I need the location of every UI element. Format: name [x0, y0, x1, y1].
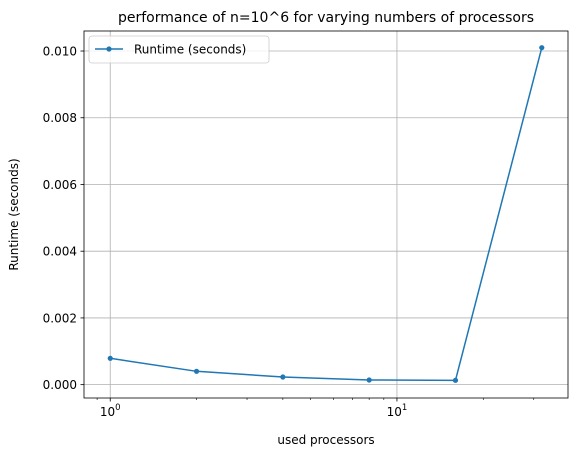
y-tick-label: 0.000 — [43, 378, 77, 392]
legend: Runtime (seconds) — [88, 35, 270, 64]
x-axis-label: used processors — [277, 433, 374, 447]
series-line — [110, 47, 543, 382]
data-point — [193, 368, 200, 374]
data-point — [107, 355, 113, 361]
legend-entry-label: Runtime (seconds) — [134, 43, 246, 57]
chart-title: performance of n=10^6 for varying number… — [118, 10, 534, 26]
y-tick-label: 0.008 — [43, 111, 77, 125]
x-tick-label-exponent: 0 — [115, 403, 120, 413]
y-tick-label: 0.006 — [43, 178, 77, 192]
x-tick-label-base: 10 — [387, 405, 402, 419]
legend-box — [88, 35, 270, 64]
x-tick-label-base: 10 — [100, 405, 115, 419]
data-point — [539, 45, 545, 51]
y-tick-label: 0.002 — [43, 311, 77, 325]
y-axis-label: Runtime (seconds) — [7, 158, 21, 270]
legend-marker-swatch — [106, 46, 112, 52]
y-tick-label: 0.004 — [43, 245, 77, 259]
x-tick-label: 101 — [387, 403, 408, 419]
data-point — [280, 374, 286, 380]
plot-series — [107, 45, 545, 383]
data-point — [452, 377, 459, 383]
data-point — [366, 377, 372, 383]
plot-frame — [83, 30, 569, 399]
x-axis-ticks: 100 101 — [96, 398, 535, 419]
x-tick-label: 100 — [100, 403, 121, 419]
y-axis-ticks: 0.000 0.002 0.004 0.006 0.008 0.010 — [43, 45, 84, 392]
grid-lines — [84, 31, 568, 398]
x-tick-label-exponent: 1 — [402, 403, 407, 413]
y-tick-label: 0.010 — [43, 45, 77, 59]
